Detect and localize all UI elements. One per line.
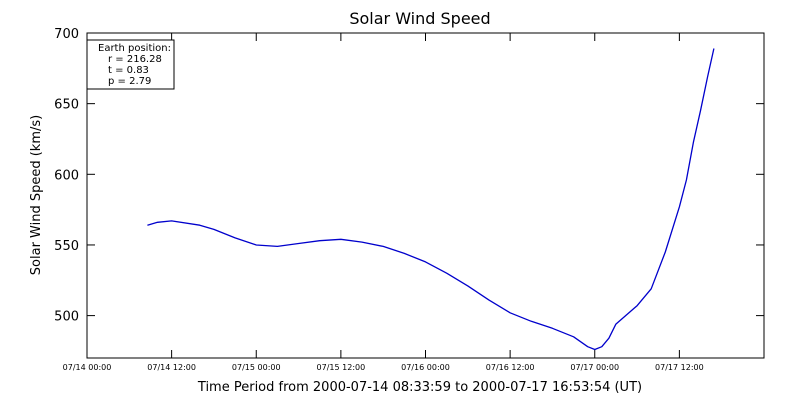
chart-title: Solar Wind Speed xyxy=(349,9,490,28)
y-tick-label: 600 xyxy=(54,168,79,183)
x-axis: 07/14 00:00 07/14 12:00 07/15 00:00 07/15 1… xyxy=(63,33,704,372)
legend-box: Earth position: r = 216.28 t = 0.83 p = … xyxy=(86,39,175,90)
legend-heading: Earth position: xyxy=(98,43,171,54)
x-tick-label: 07/14 00:00 xyxy=(63,363,112,372)
y-tick-label: 650 xyxy=(54,98,79,113)
y-tick-label: 550 xyxy=(54,239,79,254)
x-tick-label: 07/17 12:00 xyxy=(655,363,704,372)
x-tick-label: 07/14 12:00 xyxy=(147,363,196,372)
legend-line-r: r = 216.28 xyxy=(108,54,162,65)
legend-line-p: p = 2.79 xyxy=(108,76,151,87)
plot-frame xyxy=(86,32,765,359)
x-axis-title: Time Period from 2000-07-14 08:33:59 to … xyxy=(197,380,642,395)
y-tick-label: 700 xyxy=(54,27,79,42)
x-tick-label: 07/16 00:00 xyxy=(401,363,450,372)
y-axis: 500 550 600 650 700 xyxy=(54,27,764,325)
y-axis-title: Solar Wind Speed (km/s) xyxy=(29,115,44,275)
legend-line-t: t = 0.83 xyxy=(108,65,149,76)
y-tick-label: 500 xyxy=(54,310,79,325)
x-tick-label: 07/15 00:00 xyxy=(232,363,281,372)
x-tick-label: 07/16 12:00 xyxy=(486,363,535,372)
legend-frame xyxy=(86,39,175,90)
x-tick-label: 07/17 00:00 xyxy=(570,363,619,372)
series-line xyxy=(147,48,715,351)
series-layer xyxy=(147,48,715,351)
x-tick-label: 07/15 12:00 xyxy=(317,363,366,372)
